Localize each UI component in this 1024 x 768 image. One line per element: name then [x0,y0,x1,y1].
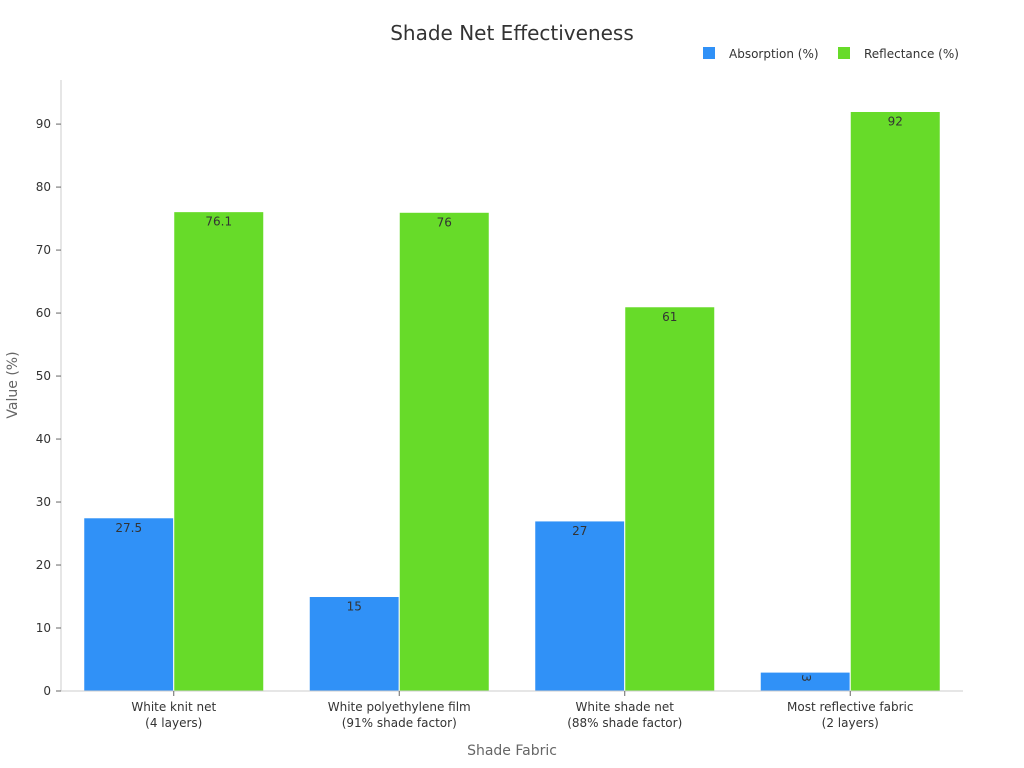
y-tick-label: 10 [36,621,51,635]
x-tick-label: White polyethylene film [328,700,471,714]
legend-label-absorption: Absorption (%) [729,47,819,61]
x-tick-label: (88% shade factor) [567,716,682,730]
chart-title: Shade Net Effectiveness [390,21,634,45]
y-tick-label: 60 [36,306,51,320]
legend-swatch-absorption [703,47,715,59]
bar-absorption [308,596,400,692]
legend-label-reflectance: Reflectance (%) [864,47,959,61]
y-tick-label: 70 [36,243,51,257]
y-tick-label: 40 [36,432,51,446]
data-label: 27 [572,524,587,538]
y-axis: 0 10 20 30 40 50 60 70 80 90 [36,80,62,698]
x-tick-label: Most reflective fabric [787,700,913,714]
legend: Absorption (%) Reflectance (%) [703,47,959,61]
data-label: 61 [662,310,677,324]
x-tick-label: White knit net [131,700,216,714]
data-label: 76 [437,215,452,229]
y-tick-label: 50 [36,369,51,383]
bars: 27.5 76.1 15 76 27 61 3 92 [83,110,941,692]
x-tick-label: White shade net [576,700,675,714]
bar-reflectance [849,110,941,692]
y-tick-label: 80 [36,180,51,194]
data-label: 76.1 [205,215,232,229]
y-tick-label: 20 [36,558,51,572]
y-axis-title: Value (%) [5,351,21,418]
bar-reflectance [398,211,490,692]
bar-reflectance [173,211,265,692]
y-tick-label: 90 [36,117,51,131]
bar-absorption [534,520,626,692]
x-tick-label: (91% shade factor) [342,716,457,730]
x-axis: White knit net (4 layers) White polyethyle… [61,690,963,730]
x-axis-title: Shade Fabric [467,743,557,759]
y-tick-label: 0 [43,684,51,698]
data-label: 92 [888,114,903,128]
data-label: 15 [347,600,362,614]
data-label: 3 [799,674,813,682]
bar-reflectance [624,306,716,692]
y-tick-label: 30 [36,495,51,509]
x-tick-label: (4 layers) [145,716,202,730]
x-tick-label: (2 layers) [822,716,879,730]
bar-absorption [83,517,175,692]
data-label: 27.5 [115,521,142,535]
legend-swatch-reflectance [838,47,850,59]
